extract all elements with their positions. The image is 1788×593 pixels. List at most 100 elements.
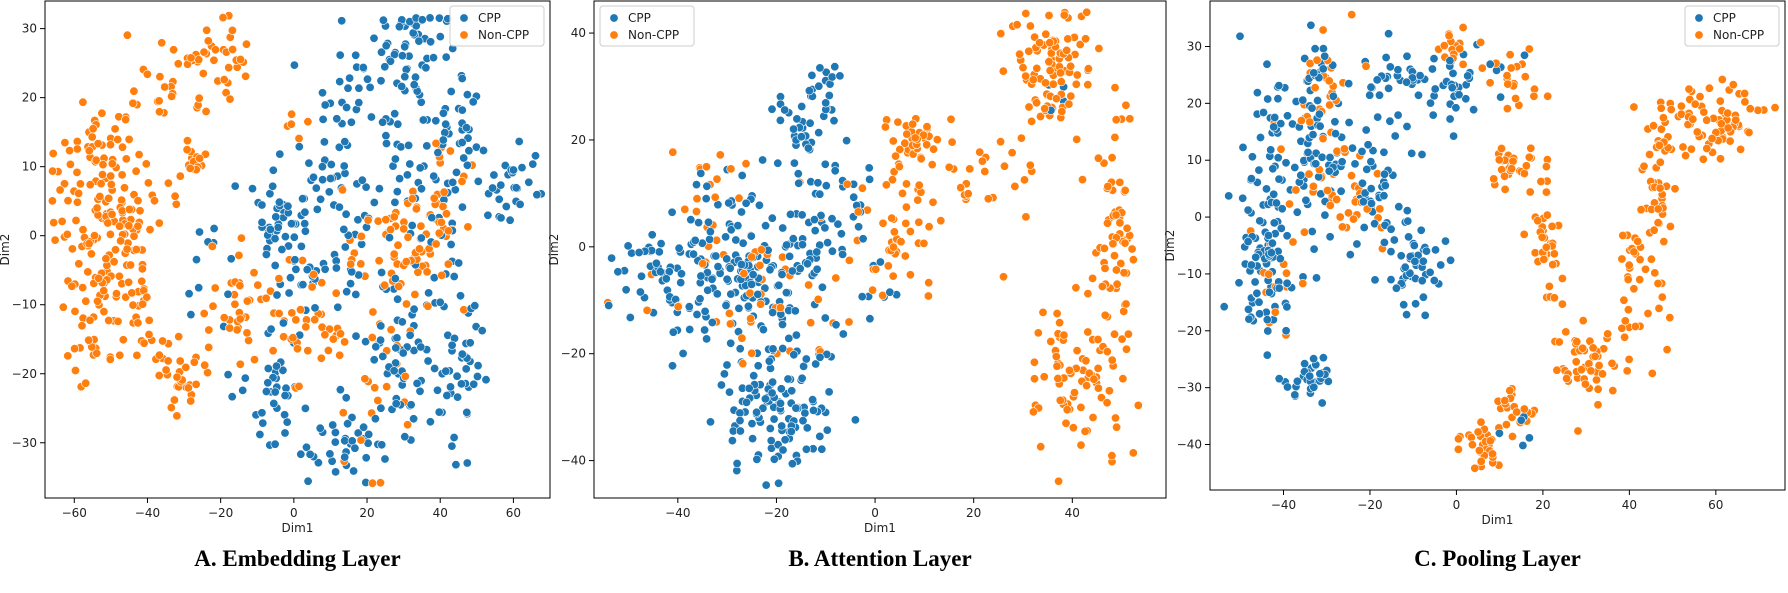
point-non-cpp [242,296,252,306]
point-non-cpp [1588,343,1598,353]
point-cpp [1315,369,1325,379]
point-cpp [296,241,306,251]
point-cpp [278,365,288,375]
point-non-cpp [234,250,244,260]
point-non-cpp [1678,142,1688,152]
point-non-cpp [1598,369,1608,379]
point-non-cpp [183,136,193,146]
point-cpp [280,232,290,242]
point-cpp [376,403,386,413]
point-cpp [1393,65,1403,75]
point-cpp [1441,236,1451,246]
point-cpp [378,351,388,361]
point-non-cpp [110,124,120,134]
point-cpp [1262,184,1272,194]
point-cpp [291,264,301,274]
point-non-cpp [1561,327,1571,337]
point-non-cpp [154,350,164,360]
point-cpp [1394,202,1404,212]
point-non-cpp [133,221,143,231]
point-non-cpp [101,254,111,264]
point-non-cpp [158,336,168,346]
point-cpp [441,52,451,62]
point-cpp [346,117,356,127]
point-cpp [514,137,524,147]
point-non-cpp [97,108,107,118]
point-non-cpp [416,221,426,231]
point-cpp [310,303,320,313]
legend-label-non-cpp: Non-CPP [1713,28,1764,42]
point-cpp [1366,82,1376,92]
point-cpp [496,180,506,190]
point-non-cpp [172,411,182,421]
point-cpp [1348,143,1358,153]
point-cpp [428,53,438,63]
point-non-cpp [1715,96,1725,106]
point-non-cpp [316,353,326,363]
point-non-cpp [400,371,410,381]
point-cpp [1417,276,1427,286]
point-cpp [1379,238,1389,248]
point-non-cpp [145,225,155,235]
point-non-cpp [1476,456,1486,466]
point-cpp [447,441,457,451]
point-cpp [462,160,472,170]
point-cpp [489,170,499,180]
point-non-cpp [1650,268,1660,278]
point-non-cpp [1770,103,1780,113]
point-cpp [1251,252,1261,262]
point-cpp [1255,309,1265,319]
point-cpp [1273,94,1283,104]
point-non-cpp [1653,278,1663,288]
point-cpp [1422,246,1432,256]
point-cpp [308,172,318,182]
point-cpp [1262,315,1272,325]
point-non-cpp [1620,316,1630,326]
point-cpp [1416,225,1426,235]
point-cpp [1463,71,1473,81]
point-cpp [473,361,483,371]
point-non-cpp [1270,307,1280,317]
point-non-cpp [360,374,370,384]
point-cpp [407,221,417,231]
point-non-cpp [202,25,212,35]
point-cpp [1385,62,1395,72]
point-cpp [1402,310,1412,320]
point-cpp [1317,398,1327,408]
point-non-cpp [1646,254,1656,264]
point-non-cpp [1603,329,1613,339]
point-non-cpp [72,167,82,177]
point-non-cpp [166,403,176,413]
point-non-cpp [1636,205,1646,215]
point-non-cpp [63,196,73,206]
point-cpp [431,116,441,126]
legend: CPP Non-CPP [1684,5,1780,47]
point-non-cpp [317,278,327,288]
point-non-cpp [1474,445,1484,455]
point-cpp [289,60,299,70]
point-cpp [1282,278,1292,288]
point-non-cpp [1740,89,1750,99]
point-cpp [462,407,472,417]
point-non-cpp [154,218,164,228]
point-non-cpp [131,166,141,176]
point-cpp [1379,147,1389,157]
point-cpp [1252,88,1262,98]
point-cpp [464,146,474,156]
point-non-cpp [1590,351,1600,361]
point-non-cpp [1578,316,1588,326]
point-cpp [1409,241,1419,251]
point-cpp [347,412,357,422]
point-cpp [270,260,280,270]
point-non-cpp [1439,41,1449,51]
point-cpp [1324,166,1334,176]
point-non-cpp [204,325,214,335]
point-non-cpp [107,159,117,169]
point-cpp [377,440,387,450]
point-cpp [453,392,463,402]
point-cpp [501,202,511,212]
point-non-cpp [139,338,149,348]
point-cpp [451,167,461,177]
point-non-cpp [132,350,142,360]
point-non-cpp [1641,264,1651,274]
